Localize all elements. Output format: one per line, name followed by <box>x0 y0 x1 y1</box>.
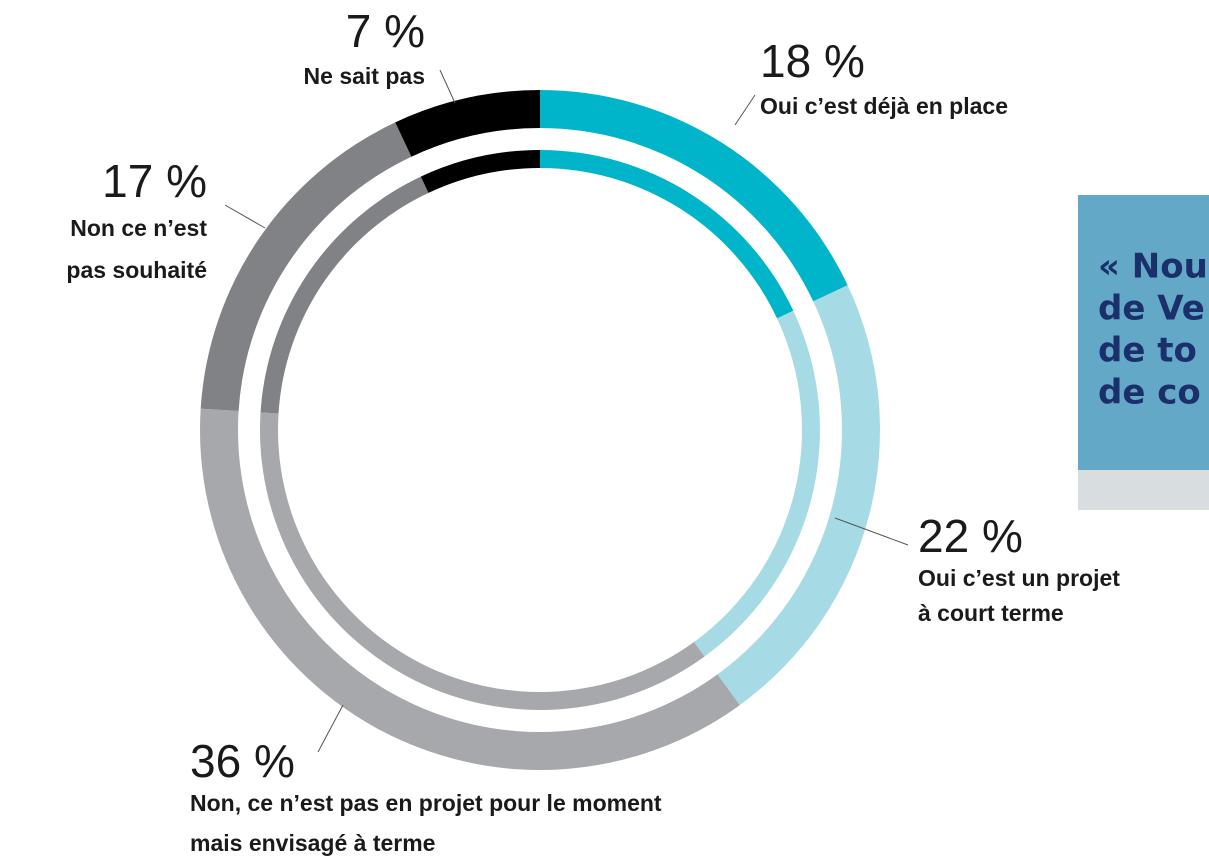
donut-segment <box>200 408 740 771</box>
category-label: à court terme <box>918 600 1064 626</box>
category-label: Oui c’est un projet <box>918 565 1120 591</box>
category-label: mais envisagé à terme <box>190 830 435 856</box>
category-label: Ne sait pas <box>304 63 425 89</box>
leader-line <box>439 69 456 104</box>
leader-line <box>734 94 756 126</box>
note-line: de co <box>1098 373 1201 413</box>
leader-line <box>834 517 909 546</box>
note-line: « Nou <box>1098 247 1208 287</box>
category-label: Non ce n’est <box>70 215 207 241</box>
category-label: Oui c’est déjà en place <box>760 93 1008 119</box>
donut-segment <box>717 285 880 706</box>
note-line: de to <box>1098 331 1197 371</box>
inner-ring-segment <box>540 150 794 319</box>
value-label: 36 % <box>190 735 295 787</box>
value-label: 22 % <box>918 510 1023 562</box>
value-label: 18 % <box>760 35 865 87</box>
category-label: pas souhaité <box>66 257 207 283</box>
note-card <box>1078 195 1209 510</box>
note-line: de Ve <box>1098 289 1205 329</box>
leader-line <box>224 204 266 229</box>
inner-ring-segment <box>693 310 820 657</box>
donut-segment <box>395 90 540 157</box>
donut-segment <box>200 122 412 412</box>
leader-line <box>317 704 344 753</box>
donut-segment <box>540 90 848 302</box>
inner-ring-segment <box>260 176 429 414</box>
inner-ring-segment <box>260 412 705 710</box>
inner-ring-segment <box>420 150 540 193</box>
note-shadow <box>1078 470 1209 510</box>
category-label: Non, ce n’est pas en projet pour le mome… <box>190 790 662 816</box>
value-label: 7 % <box>346 5 425 57</box>
value-label: 17 % <box>102 155 207 207</box>
